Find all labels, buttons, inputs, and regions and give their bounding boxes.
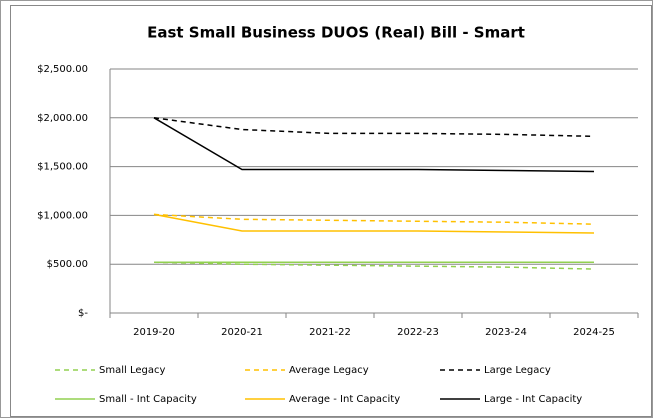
y-tick-label: $2,500.00: [37, 64, 88, 75]
legend-label: Average Legacy: [289, 365, 369, 376]
y-tick-label: $-: [78, 308, 88, 319]
x-tick-label: 2022-23: [397, 327, 439, 338]
chart-title: East Small Business DUOS (Real) Bill - S…: [147, 24, 525, 42]
chart-border: [10, 5, 652, 417]
legend-label: Small Legacy: [99, 365, 165, 376]
x-tick-label: 2024-25: [573, 327, 615, 338]
legend-label: Average - Int Capacity: [289, 394, 400, 405]
y-tick-label: $1,000.00: [37, 210, 88, 221]
series-line: [153, 117, 595, 173]
legend-label: Small - Int Capacity: [99, 394, 197, 405]
y-tick-label: $1,500.00: [37, 162, 88, 173]
series-line: [153, 213, 595, 234]
series-line: [153, 261, 595, 270]
x-tick-label: 2019-20: [133, 327, 175, 338]
y-tick-label: $2,000.00: [37, 113, 88, 124]
series-line: [153, 117, 595, 138]
legend-label: Large Legacy: [484, 365, 551, 376]
legend-label: Large - Int Capacity: [484, 394, 582, 405]
x-tick-label: 2023-24: [485, 327, 527, 338]
series-line: [153, 213, 595, 225]
x-tick-label: 2020-21: [221, 327, 263, 338]
x-tick-label: 2021-22: [309, 327, 351, 338]
y-tick-label: $500.00: [47, 259, 88, 270]
